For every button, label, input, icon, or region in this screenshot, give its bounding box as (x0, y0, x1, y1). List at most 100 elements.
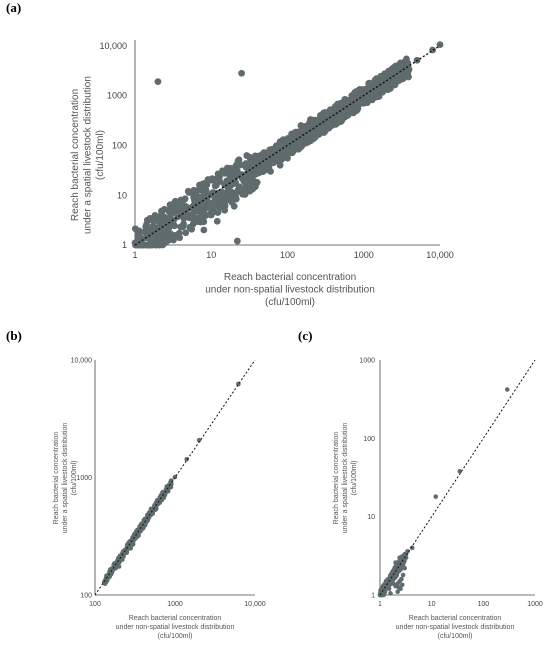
data-points (131, 41, 444, 249)
data-point (276, 138, 284, 146)
data-point (221, 198, 229, 206)
data-point (191, 213, 199, 221)
y-tick-label: 1000 (359, 357, 375, 364)
data-point (265, 154, 273, 162)
data-point (211, 202, 219, 210)
data-point (457, 468, 463, 474)
data-point (409, 545, 415, 551)
data-point (363, 86, 370, 94)
x-tick-label: 100 (280, 250, 295, 260)
data-point (403, 72, 411, 79)
data-point (137, 529, 143, 534)
data-point (366, 79, 373, 87)
y-tick-label: 1 (371, 592, 375, 599)
data-point (241, 178, 248, 186)
data-point (170, 236, 177, 244)
data-point (165, 225, 172, 233)
x-axis-title-line: under non-spatial livestock distribution (116, 624, 235, 631)
reference-line-1to1 (134, 45, 441, 246)
data-point (298, 124, 306, 132)
data-point (178, 223, 186, 231)
data-point (334, 100, 342, 108)
chart-panel-b: (b) 100 1000 10,000 100 1000 10,000 Reach bacte… (6, 328, 266, 640)
x-axis-title-line: Reach bacterial concentration (129, 615, 222, 622)
data-point (141, 228, 149, 236)
data-point (156, 213, 164, 221)
data-point (403, 55, 410, 63)
data-point (381, 585, 386, 590)
data-point (398, 558, 403, 564)
y-axis-title-line: Reach bacterial concentration (53, 432, 60, 525)
data-point (130, 538, 136, 544)
x-tick-label: 10,000 (244, 601, 266, 608)
data-point (390, 64, 398, 71)
data-point (333, 115, 341, 123)
data-point (148, 216, 156, 223)
data-point (183, 203, 190, 211)
data-point (254, 169, 262, 177)
data-point (436, 41, 444, 49)
y-axis-title-line: Reach bacterial concentration (70, 89, 81, 221)
panel-label-b: (b) (6, 328, 22, 343)
data-point (167, 230, 175, 238)
data-point (121, 552, 127, 557)
data-point (388, 591, 393, 596)
data-point (171, 222, 178, 230)
data-point (433, 494, 439, 499)
data-point (399, 576, 404, 582)
x-tick-label: 1 (132, 250, 137, 260)
data-point (227, 187, 235, 195)
data-point (200, 213, 208, 220)
x-axis-title-line: (cfu/100ml) (157, 633, 192, 640)
data-point (134, 228, 142, 235)
x-tick-label: 1000 (527, 601, 543, 608)
data-point (213, 217, 221, 225)
data-point (383, 72, 391, 79)
data-point (160, 490, 166, 496)
data-point (314, 126, 322, 134)
y-axis-title-line: under a spatial livestock distribution (83, 76, 94, 234)
data-point (126, 539, 132, 545)
data-point (176, 205, 183, 212)
data-point (291, 128, 299, 136)
x-axis-title-line: Reach bacterial concentration (409, 615, 502, 622)
data-point (257, 162, 265, 169)
data-point (234, 187, 242, 194)
data-point (143, 520, 149, 525)
data-points (377, 387, 510, 598)
data-point (343, 96, 351, 104)
data-point (146, 241, 154, 249)
data-point (233, 161, 241, 169)
x-tick-label: 10,000 (426, 250, 454, 260)
data-point (404, 61, 412, 69)
data-point (232, 172, 240, 180)
data-point (228, 198, 236, 206)
data-point (252, 178, 260, 186)
y-tick-label: 100 (112, 140, 127, 150)
data-point (259, 154, 267, 162)
data-point (400, 572, 406, 578)
data-point (154, 78, 162, 86)
data-point (276, 156, 284, 164)
reference-line-1to1 (94, 359, 256, 596)
data-point (151, 231, 159, 239)
y-tick-label: 10,000 (99, 41, 127, 51)
y-tick-label: 100 (80, 592, 92, 599)
y-tick-label: 10 (367, 514, 375, 521)
data-point (375, 93, 383, 100)
data-point (292, 144, 299, 152)
x-tick-label: 1 (378, 601, 382, 608)
data-point (309, 135, 317, 143)
panel-label-c: (c) (298, 328, 312, 343)
data-point (197, 194, 205, 202)
data-point (199, 183, 207, 191)
data-point (185, 189, 193, 196)
data-point (395, 589, 400, 595)
x-tick-label: 10 (206, 250, 216, 260)
data-point (166, 201, 174, 209)
y-tick-label: 1000 (107, 91, 127, 101)
data-point (304, 138, 312, 146)
data-point (116, 555, 121, 561)
y-tick-label: 1 (122, 240, 127, 250)
